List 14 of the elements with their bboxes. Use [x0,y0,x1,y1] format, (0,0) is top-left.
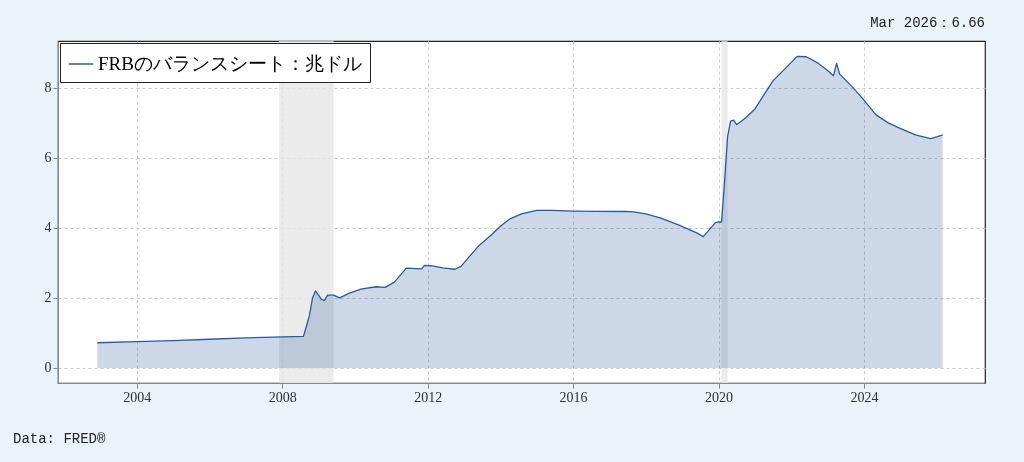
y-tick-label: 2 [44,290,52,306]
x-tick-label: 2016 [559,389,588,405]
y-tick-label: 4 [44,220,52,236]
y-tick-label: 8 [44,80,52,96]
x-tick-label: 2020 [705,389,734,405]
text: Data: FRED® [13,431,107,447]
x-tick-label: 2024 [850,389,879,405]
y-tick-label: 6 [44,150,52,166]
x-tick-label: 2004 [123,389,152,405]
text: Mar 2026：6.66 [870,15,985,31]
x-tick-label: 2008 [268,389,297,405]
legend-label: FRBのバランスシート：兆ドル [98,53,362,74]
y-tick-label: 0 [44,360,52,376]
x-tick-label: 2012 [414,389,443,405]
